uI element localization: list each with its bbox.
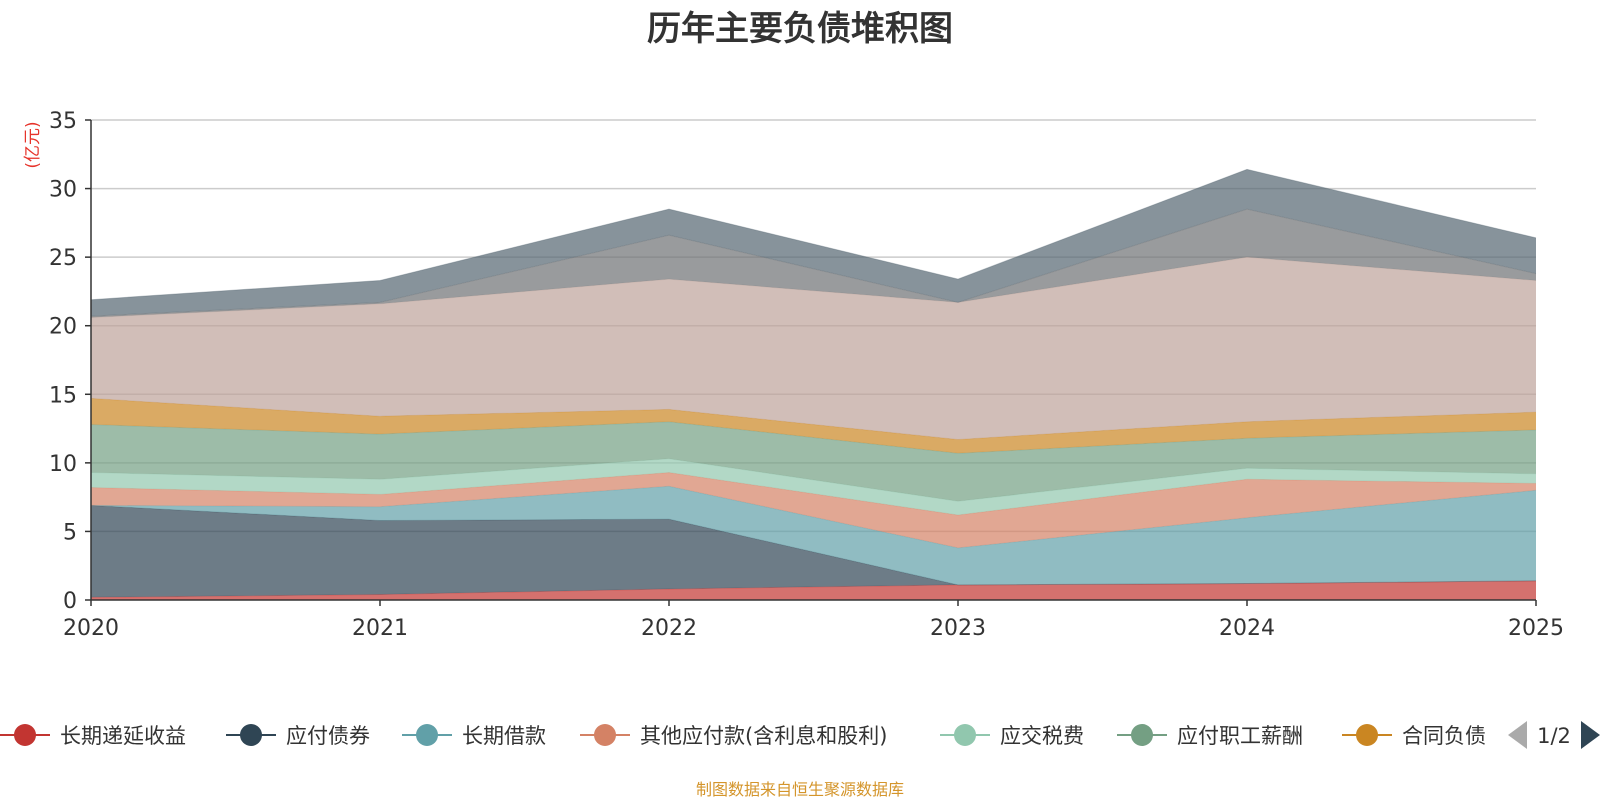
chart-title: 历年主要负债堆积图 xyxy=(647,9,953,49)
x-tick-label: 2022 xyxy=(641,616,697,641)
area-series-4 xyxy=(91,458,1536,515)
legend-swatch-dot xyxy=(1131,724,1153,746)
area-series-2 xyxy=(91,486,1536,585)
area-series-0 xyxy=(91,580,1536,600)
legend-item[interactable]: 长期借款 xyxy=(402,724,546,748)
area-series-1 xyxy=(91,505,1536,598)
legend-swatch-dot xyxy=(594,724,616,746)
axes xyxy=(90,120,1536,601)
y-tick-label: 30 xyxy=(49,178,77,203)
y-tick-label: 5 xyxy=(63,520,77,545)
legend-item[interactable]: 应付职工薪酬 xyxy=(1117,724,1303,748)
y-axis-ticks: 0 5 10 15 20 25 30 35 xyxy=(49,109,91,614)
legend-swatch-dot xyxy=(954,724,976,746)
legend-label: 应付职工薪酬 xyxy=(1177,724,1303,748)
area-series-8 xyxy=(91,209,1536,318)
legend-item[interactable]: 其他应付款(含利息和股利) xyxy=(580,724,887,748)
legend-swatch-dot xyxy=(416,724,438,746)
legend-label: 其他应付款(含利息和股利) xyxy=(640,724,887,748)
y-tick-label: 25 xyxy=(49,246,77,271)
legend-label: 应付债券 xyxy=(286,724,370,748)
source-note: 制图数据来自恒生聚源数据库 xyxy=(696,780,904,799)
legend: 长期递延收益 应付债券 长期借款 其他应付款(含利息和股利) 应交税费 应付职工薪酬 合同负… xyxy=(0,724,1486,748)
legend-next-page-icon[interactable] xyxy=(1581,721,1600,749)
legend-item[interactable]: 应交税费 xyxy=(940,724,1084,748)
y-tick-label: 20 xyxy=(49,315,77,340)
legend-item[interactable]: 应付债券 xyxy=(226,724,370,748)
area-series-6 xyxy=(91,398,1536,454)
legend-item[interactable]: 合同负债 xyxy=(1342,724,1486,748)
area-series-7 xyxy=(91,257,1536,440)
legend-label: 长期借款 xyxy=(462,724,546,748)
y-tick-label: 0 xyxy=(63,589,77,614)
legend-item[interactable]: 长期递延收益 xyxy=(0,724,186,748)
x-tick-label: 2023 xyxy=(930,616,986,641)
legend-label: 合同负债 xyxy=(1402,724,1486,748)
y-tick-label: 35 xyxy=(49,109,77,134)
legend-swatch-dot xyxy=(14,724,36,746)
area-series-3 xyxy=(91,472,1536,548)
legend-prev-page-icon[interactable] xyxy=(1508,721,1527,749)
legend-pager: 1/2 xyxy=(1508,721,1600,749)
legend-swatch-dot xyxy=(240,724,262,746)
y-tick-label: 10 xyxy=(49,452,77,477)
legend-label: 应交税费 xyxy=(1000,724,1084,748)
y-axis-unit-label: (亿元) xyxy=(23,121,43,168)
x-tick-label: 2024 xyxy=(1219,616,1275,641)
x-axis-ticks: 2020 2021 2022 2023 2024 2025 xyxy=(63,600,1564,641)
area-series-9 xyxy=(91,169,1536,317)
x-tick-label: 2025 xyxy=(1508,616,1564,641)
x-tick-label: 2021 xyxy=(352,616,408,641)
area-series-5 xyxy=(91,421,1536,502)
legend-items: 长期递延收益 应付债券 长期借款 其他应付款(含利息和股利) 应交税费 应付职工薪酬 合同负… xyxy=(0,724,1486,748)
legend-swatch-dot xyxy=(1356,724,1378,746)
stacked-areas xyxy=(90,168,1537,600)
legend-label: 长期递延收益 xyxy=(60,724,186,748)
x-tick-label: 2020 xyxy=(63,616,119,641)
legend-page-indicator: 1/2 xyxy=(1537,724,1571,748)
y-tick-label: 15 xyxy=(49,383,77,408)
area-series-edge-9 xyxy=(90,168,1537,301)
